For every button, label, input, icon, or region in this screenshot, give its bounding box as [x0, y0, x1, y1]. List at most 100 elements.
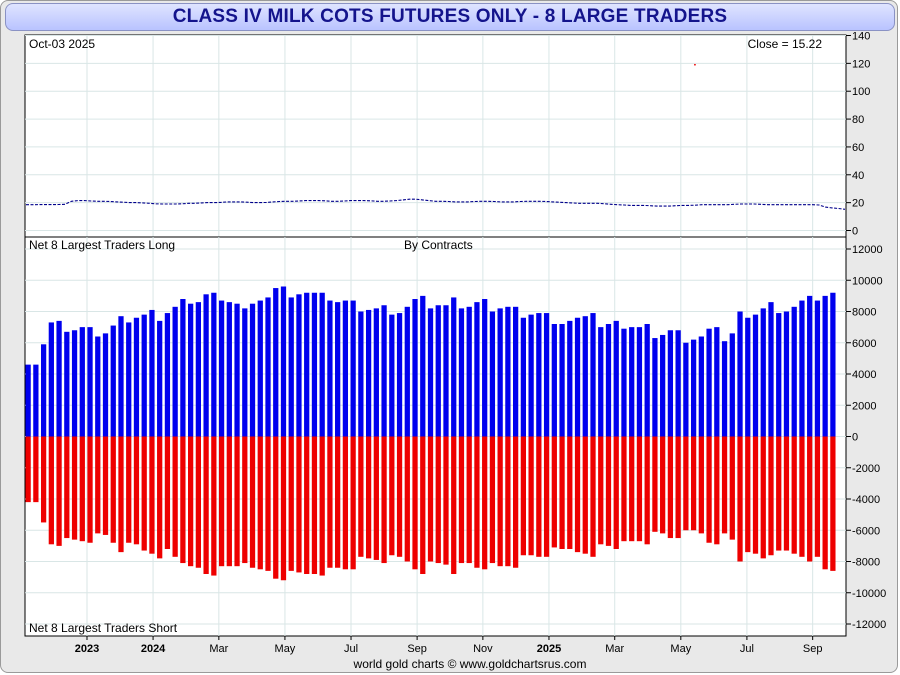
long-bar — [87, 327, 93, 437]
short-bar — [760, 436, 766, 559]
short-bar — [636, 436, 643, 542]
long-bar — [218, 300, 225, 437]
short-bar — [559, 436, 565, 549]
short-bar — [629, 436, 635, 542]
short-bar — [752, 436, 759, 554]
short-bar — [567, 436, 573, 549]
short-bar — [721, 436, 728, 534]
short-bar — [311, 436, 318, 574]
long-bar — [64, 331, 70, 437]
price-outlier-point — [694, 63, 696, 66]
positions-y-tick-label: 0 — [852, 432, 858, 444]
positions-y-tick-label: -10000 — [852, 588, 886, 600]
footer-credit: world gold charts © www.goldchartsrus.co… — [353, 657, 587, 671]
short-bar — [443, 436, 449, 565]
positions-y-axis: 12000 10000 8000 6000 4000 2000 0 -2000 -4000 -60… — [846, 244, 886, 631]
short-bar — [489, 436, 496, 564]
short-bar — [180, 436, 186, 564]
long-bar — [543, 313, 550, 437]
long-bar — [814, 300, 821, 437]
positions-y-tick-label: 12000 — [852, 244, 883, 256]
short-bar — [335, 436, 341, 568]
short-bar — [242, 436, 248, 564]
long-bar — [188, 303, 194, 437]
short-bar — [807, 436, 813, 562]
short-bar — [776, 436, 782, 551]
long-bar — [288, 297, 294, 437]
long-bar — [567, 320, 573, 437]
short-bar — [513, 436, 519, 568]
short-bar — [172, 436, 178, 557]
long-bar — [706, 328, 712, 437]
short-bar — [420, 436, 426, 574]
long-bar — [389, 314, 395, 437]
short-bar — [613, 436, 619, 549]
short-bar — [249, 436, 256, 568]
positions-y-tick-label: -6000 — [852, 525, 880, 537]
positions-panel: 12000 10000 8000 6000 4000 2000 0 -2000 -4000 -60… — [24, 236, 886, 637]
long-bar — [505, 306, 511, 437]
short-bar — [203, 436, 209, 574]
short-bar — [257, 436, 263, 570]
short-bar — [327, 436, 333, 568]
short-bar — [466, 436, 472, 564]
long-bar — [420, 295, 426, 437]
short-bar — [605, 436, 612, 546]
short-bar — [188, 436, 194, 567]
positions-y-tick-label: 6000 — [852, 338, 876, 350]
short-bar — [234, 436, 240, 567]
short-bar — [783, 436, 790, 551]
long-bar — [489, 311, 496, 437]
short-bar — [799, 436, 805, 557]
long-bar — [396, 313, 403, 437]
short-bar — [482, 436, 488, 570]
short-bar — [25, 436, 31, 503]
x-tick-label: 2023 — [75, 643, 99, 655]
long-bar — [141, 314, 147, 437]
long-bar — [412, 299, 418, 437]
short-bar — [451, 436, 457, 574]
long-bar — [195, 302, 201, 437]
positions-bars — [25, 286, 836, 581]
short-bar — [574, 436, 581, 553]
short-bar — [497, 436, 503, 567]
short-bar — [714, 436, 720, 545]
short-bar — [141, 436, 147, 551]
long-bar — [807, 295, 813, 437]
long-bar — [605, 324, 612, 437]
long-bar — [551, 324, 557, 437]
short-bar — [358, 436, 364, 557]
short-bar — [396, 436, 403, 557]
long-bar — [590, 313, 596, 437]
long-bar — [760, 308, 766, 437]
short-bar — [729, 436, 735, 540]
short-bar — [33, 436, 39, 503]
title-bar: CLASS IV MILK COTS FUTURES ONLY - 8 LARG… — [5, 3, 895, 31]
x-tick-label: May — [275, 643, 296, 655]
short-bar — [304, 436, 310, 574]
long-bar — [621, 328, 627, 437]
long-bar — [265, 297, 271, 437]
positions-y-tick-label: -4000 — [852, 494, 880, 506]
long-bar — [327, 300, 333, 437]
short-bar — [814, 436, 821, 557]
long-bar — [311, 292, 318, 437]
long-bar — [149, 309, 155, 437]
short-bar — [71, 436, 78, 540]
long-bar — [249, 303, 256, 437]
short-bar — [389, 436, 395, 556]
long-bar — [373, 308, 379, 437]
long-bar — [714, 327, 720, 437]
short-bar — [822, 436, 828, 570]
short-bar — [110, 436, 116, 543]
short-bar — [621, 436, 627, 542]
long-bar — [226, 302, 232, 437]
short-bar — [435, 436, 441, 564]
long-bar — [335, 302, 341, 437]
short-bar — [319, 436, 325, 576]
short-bar — [745, 436, 751, 553]
x-tick-label: Sep — [803, 643, 823, 655]
short-bar — [830, 436, 836, 571]
long-bar — [126, 322, 132, 437]
short-bar — [218, 436, 225, 567]
